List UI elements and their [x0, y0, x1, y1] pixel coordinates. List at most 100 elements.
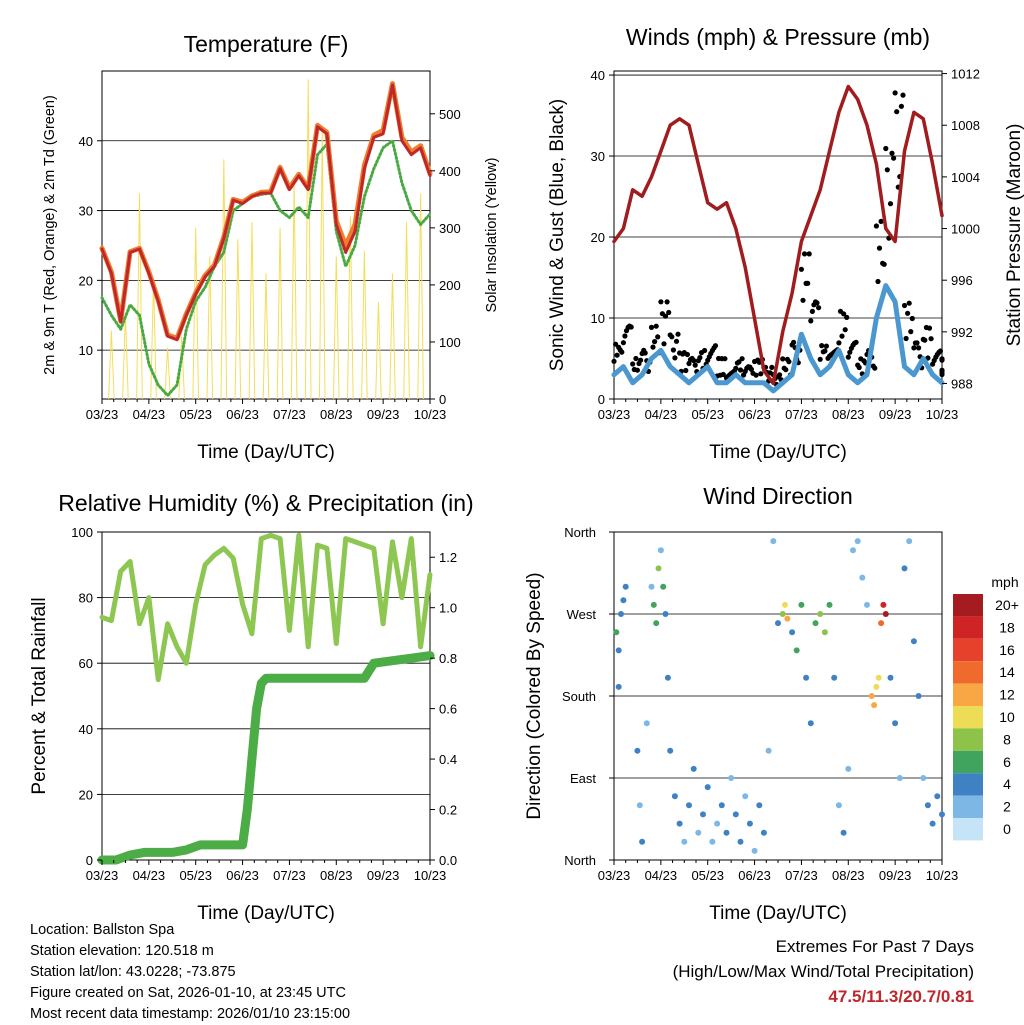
direction-point — [676, 820, 683, 827]
gust-point — [638, 357, 644, 363]
pressure-y-ticks: 988 992 996 1000 1004 1008 1012 — [942, 67, 980, 392]
legend-label: 16 — [999, 642, 1015, 658]
gust-point — [613, 341, 619, 347]
gust-point — [798, 266, 805, 272]
direction-point — [618, 611, 624, 617]
direction-point — [660, 583, 667, 590]
gust-point — [809, 308, 816, 314]
x-tick-label: 04/23 — [645, 407, 678, 422]
direction-point — [910, 638, 917, 645]
gust-point — [672, 355, 678, 361]
y-tick-label: 20 — [79, 787, 93, 802]
gust-point — [916, 345, 922, 351]
y-tick-label: 60 — [79, 656, 93, 671]
direction-point — [648, 583, 655, 590]
legend-swatch — [953, 818, 983, 841]
solar-peak — [206, 256, 214, 400]
temperature-title: Temperature (F) — [184, 31, 349, 57]
direction-point — [789, 629, 796, 636]
solar-peak — [220, 159, 228, 400]
legend-swatch — [953, 795, 983, 818]
direction-point — [826, 601, 833, 608]
winds-series — [611, 84, 945, 394]
gust-point — [777, 372, 783, 378]
direction-point — [939, 811, 945, 818]
direction-point — [871, 702, 878, 709]
y-tick-label: 100 — [71, 525, 93, 540]
wind-direction-x-ticks: 03/23 04/23 05/23 06/23 07/23 08/23 09/23 10/23 — [598, 860, 958, 883]
legend-swatch — [953, 750, 983, 774]
gust-point — [906, 300, 912, 306]
direction-point — [700, 811, 706, 818]
gust-point — [805, 280, 811, 286]
y2-tick-label: 988 — [951, 377, 973, 392]
x-tick-label: 04/23 — [133, 868, 166, 883]
direction-point — [835, 802, 842, 809]
gust-point — [873, 223, 880, 229]
temp-2m-line — [100, 83, 432, 342]
y2-tick-label: 0 — [439, 392, 446, 407]
solar-peak — [403, 222, 410, 400]
temperature-panel: Temperature (F) 10 20 30 40 0 100 200 300 400 50… — [42, 31, 500, 463]
direction-point — [756, 802, 763, 809]
direction-point — [636, 802, 643, 809]
direction-point — [657, 547, 664, 554]
legend-label: 14 — [999, 664, 1015, 680]
gust-point — [914, 340, 920, 346]
direction-point — [915, 693, 922, 699]
speed-legend-title: mph — [991, 574, 1018, 590]
humidity-line — [99, 532, 433, 683]
gust-point — [900, 92, 906, 98]
dir-tick-label: South — [562, 689, 596, 704]
gust-point — [648, 324, 655, 330]
y-tick-label: 40 — [79, 134, 93, 149]
direction-point — [615, 683, 622, 690]
y-tick-label: 0 — [86, 853, 93, 868]
gust-point — [669, 334, 675, 340]
gust-point — [937, 348, 944, 354]
dir-tick-label: North — [564, 525, 596, 540]
gust-point — [692, 362, 698, 368]
y2-tick-label: 0.2 — [439, 803, 457, 818]
x-tick-label: 06/23 — [226, 868, 259, 883]
gust-point — [845, 354, 851, 360]
gust-point — [823, 343, 830, 349]
solar-peak — [276, 227, 284, 400]
gust-point — [628, 324, 634, 330]
y2-tick-label: 992 — [951, 325, 973, 340]
gust-point — [822, 348, 828, 354]
direction-point — [690, 765, 697, 772]
gust-point — [856, 364, 862, 371]
gust-point — [808, 318, 814, 324]
solar-peak — [375, 302, 382, 400]
direction-point — [695, 829, 702, 836]
direction-point — [737, 838, 744, 845]
legend-swatch — [953, 728, 983, 751]
solar-peak — [262, 273, 270, 400]
gust-point — [806, 251, 812, 257]
direction-point — [929, 820, 936, 827]
temperature-series — [99, 81, 433, 397]
direction-point — [821, 629, 828, 636]
direction-point — [840, 829, 847, 836]
pressure-ylabel: Station Pressure (Maroon) — [1004, 124, 1024, 347]
gust-point — [928, 336, 934, 342]
direction-point — [650, 601, 657, 608]
gust-point — [664, 299, 670, 305]
direction-point — [742, 793, 749, 800]
dewpoint-line — [100, 139, 432, 397]
humidity-xlabel: Time (Day/UTC) — [197, 903, 335, 924]
speed-legend: 20+ 18 16 14 12 10 8 6 4 2 0 — [953, 594, 1019, 841]
humidity-frame — [101, 531, 431, 861]
x-tick-label: 07/23 — [785, 407, 818, 422]
solar-peak — [248, 222, 256, 400]
gust-point — [737, 367, 744, 373]
solar-peak — [122, 313, 129, 400]
y-tick-label: 20 — [79, 273, 93, 288]
gust-point — [903, 335, 909, 342]
station-location: Location: Ballston Spa — [30, 922, 175, 938]
x-tick-label: 10/23 — [414, 868, 447, 883]
legend-label: 12 — [999, 687, 1015, 703]
extremes-box: Extremes For Past 7 Days (High/Low/Max W… — [673, 934, 974, 1009]
